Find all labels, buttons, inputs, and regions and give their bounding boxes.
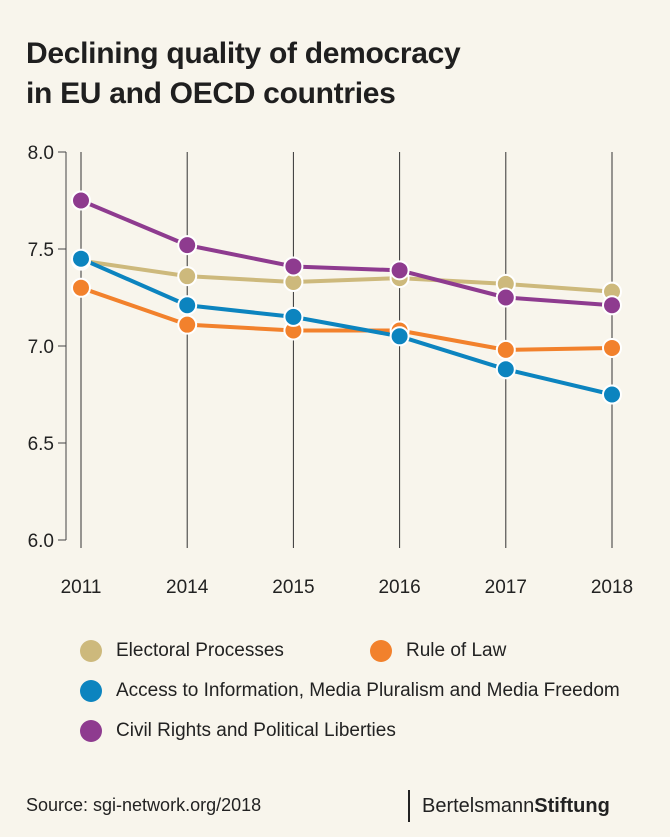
data-point-civil-rights-and-political-liberties-2014 (177, 235, 198, 256)
x-tick-label: 2011 (61, 577, 102, 598)
x-tick-label: 2018 (591, 577, 633, 598)
x-tick-label: 2016 (378, 577, 420, 598)
x-tick-label: 2017 (485, 577, 527, 598)
series-line-rule-of-law (79, 285, 614, 352)
chart-title-line1: Declining quality of democracy (26, 37, 461, 70)
chart-title-line2: in EU and OECD countries (26, 77, 396, 110)
y-tick-label: 6.0 (28, 531, 54, 552)
data-point-access-to-information-media-pluralism-and-media-freedom-2014 (177, 295, 198, 316)
y-tick-label: 6.5 (28, 434, 54, 455)
brand-bold: Stiftung (534, 794, 610, 817)
data-point-civil-rights-and-political-liberties-2015 (283, 256, 304, 277)
series-line-electoral-processes (79, 258, 614, 294)
x-tick-label: 2015 (272, 577, 314, 598)
series-line-access-to-information-media-pluralism-and-media-freedom (79, 256, 614, 397)
data-point-access-to-information-media-pluralism-and-media-freedom-2018 (602, 384, 622, 405)
y-tick-label: 8.0 (28, 143, 54, 164)
data-point-electoral-processes-2014 (177, 266, 198, 287)
brand-light: Bertelsmann (422, 794, 535, 817)
data-point-civil-rights-and-political-liberties-2011 (71, 190, 91, 211)
data-point-civil-rights-and-political-liberties-2017 (495, 287, 516, 308)
chart-title: Declining quality of democracy in EU and… (26, 34, 646, 114)
series-line-civil-rights-and-political-liberties (79, 198, 614, 308)
brand-logo: Bertelsmann Stiftung (408, 790, 610, 822)
y-tick-label: 7.0 (28, 337, 54, 358)
data-point-access-to-information-media-pluralism-and-media-freedom-2016 (389, 326, 410, 347)
data-point-access-to-information-media-pluralism-and-media-freedom-2015 (283, 306, 304, 327)
data-point-access-to-information-media-pluralism-and-media-freedom-2017 (495, 359, 516, 380)
x-tick-label: 2014 (166, 577, 209, 598)
data-point-civil-rights-and-political-liberties-2018 (602, 295, 622, 316)
data-point-civil-rights-and-political-liberties-2016 (389, 260, 410, 281)
data-point-rule-of-law-2011 (71, 277, 91, 298)
data-point-rule-of-law-2018 (602, 337, 622, 358)
source-note: Source: sgi-network.org/2018 (26, 795, 262, 815)
data-point-rule-of-law-2014 (177, 314, 198, 335)
data-point-rule-of-law-2017 (495, 339, 516, 360)
data-point-access-to-information-media-pluralism-and-media-freedom-2011 (71, 248, 91, 269)
y-tick-label: 7.5 (28, 240, 54, 261)
